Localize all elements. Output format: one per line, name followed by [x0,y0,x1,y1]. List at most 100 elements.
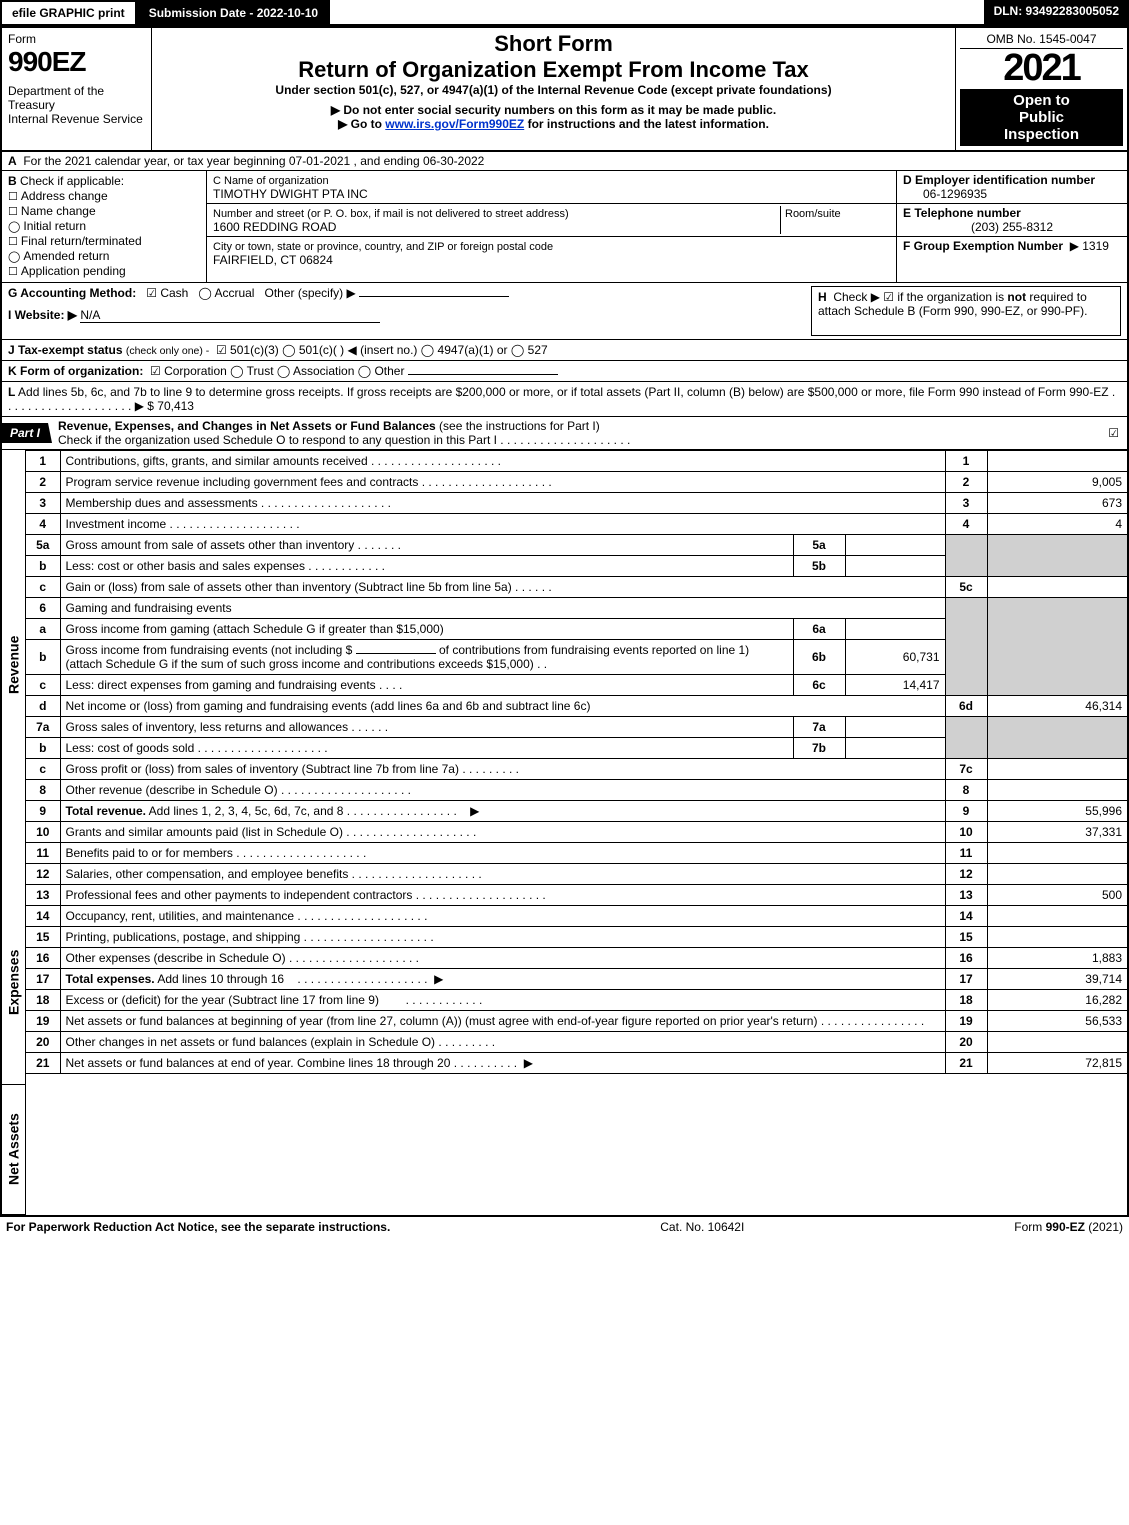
acct-accrual[interactable]: Accrual [198,286,254,300]
dots: . . . . . . . . . . . . . . . . . . . . [412,888,545,902]
revenue-section-label: Revenue [2,450,25,880]
g-label: G Accounting Method: [8,286,136,300]
l6c-mv: 14,417 [845,675,945,696]
irs-link[interactable]: www.irs.gov/Form990EZ [385,117,524,131]
l8-v [987,780,1127,801]
part1-body: Revenue Expenses Net Assets 1 Contributi… [2,450,1127,1215]
l14-no: 14 [26,906,60,927]
l6a-m: 6a [793,619,845,640]
line-6c: c Less: direct expenses from gaming and … [26,675,1127,696]
l-val: ▶ $ 70,413 [135,399,194,413]
h-text1: Check ▶ ☑ if the organization is [833,290,1007,304]
chk-application-pending[interactable]: Application pending [8,264,200,278]
l7b-desc: Less: cost of goods sold [66,741,195,755]
l5a-desc: Gross amount from sale of assets other t… [66,538,355,552]
block-b-to-f: B Check if applicable: Address change Na… [2,171,1127,283]
l12-r: 12 [945,864,987,885]
l6b-no: b [26,640,60,675]
a-label: A [8,154,17,168]
row-j: J Tax-exempt status (check only one) - ☑… [2,340,1127,361]
l5b-m: 5b [793,556,845,577]
c-name-label: C Name of organization [213,175,329,187]
l21-no: 21 [26,1053,60,1074]
l19-desc: Net assets or fund balances at beginning… [66,1014,818,1028]
dots: . . . . . . . . . . . . . . . . . . . . [418,475,551,489]
l17-r: 17 [945,969,987,990]
dln-label: DLN: 93492283005052 [984,0,1129,26]
line-7b: b Less: cost of goods sold . . . . . . .… [26,738,1127,759]
l21-v: 72,815 [987,1053,1127,1074]
l3-desc: Membership dues and assessments [66,496,258,510]
l3-v: 673 [987,493,1127,514]
room-label: Room/suite [785,208,841,220]
main-title: Return of Organization Exempt From Incom… [160,57,947,83]
chk-name-change[interactable]: Name change [8,204,200,218]
l6b-mv: 60,731 [845,640,945,675]
page-footer: For Paperwork Reduction Act Notice, see … [0,1217,1129,1237]
l6b-m: 6b [793,640,845,675]
line-14: 14 Occupancy, rent, utilities, and maint… [26,906,1127,927]
part1-checkbox[interactable]: ☑ [1100,424,1127,442]
line-10: 10 Grants and similar amounts paid (list… [26,822,1127,843]
k-opts: ☑ Corporation ◯ Trust ◯ Association ◯ Ot… [150,364,404,378]
dots: . . . . . . . . . . . . . . . . . . . . [166,517,299,531]
acct-other[interactable]: Other (specify) ▶ [264,286,355,300]
l21-r: 21 [945,1053,987,1074]
l21-desc: Net assets or fund balances at end of ye… [66,1056,451,1070]
l18-no: 18 [26,990,60,1011]
j-label: J Tax-exempt status [8,343,123,357]
line-18: 18 Excess or (deficit) for the year (Sub… [26,990,1127,1011]
part1-dots: . . . . . . . . . . . . . . . . . . . . [500,433,630,447]
street-label: Number and street (or P. O. box, if mail… [213,208,569,220]
l13-r: 13 [945,885,987,906]
short-form-title: Short Form [160,31,947,57]
line-6: 6 Gaming and fundraising events [26,598,1127,619]
l5c-v [987,577,1127,598]
l19-r: 19 [945,1011,987,1032]
l18-r: 18 [945,990,987,1011]
h-label: H [818,290,827,304]
footer-right-bold: 990-EZ [1046,1220,1085,1234]
dots: . . . . . . . . . . . . . . . . . . . . [258,496,391,510]
l9-r: 9 [945,801,987,822]
l7c-v [987,759,1127,780]
line-5c: c Gain or (loss) from sale of assets oth… [26,577,1127,598]
netassets-section-label: Net Assets [2,1085,25,1215]
chk-initial-return[interactable]: Initial return [8,219,200,233]
f-label: F Group Exemption Number [903,239,1063,253]
l17-arrow: ▶ [434,972,443,986]
l10-no: 10 [26,822,60,843]
chk-amended-return[interactable]: Amended return [8,249,200,263]
l15-desc: Printing, publications, postage, and shi… [66,930,301,944]
l7c-r: 7c [945,759,987,780]
efile-print-button[interactable]: efile GRAPHIC print [0,0,137,26]
line-1: 1 Contributions, gifts, grants, and simi… [26,451,1127,472]
acct-cash[interactable]: Cash [146,286,188,300]
line-15: 15 Printing, publications, postage, and … [26,927,1127,948]
form-word: Form [8,32,145,46]
line-4: 4 Investment income . . . . . . . . . . … [26,514,1127,535]
l13-v: 500 [987,885,1127,906]
l11-r: 11 [945,843,987,864]
l6d-v: 46,314 [987,696,1127,717]
l9-no: 9 [26,801,60,822]
dots: . . . . . . . . . . . . . . . . . . . . [194,741,327,755]
dots: . . . . . . . . . . . . . . . . . . . . [368,454,501,468]
chk-final-return[interactable]: Final return/terminated [8,234,200,248]
l14-r: 14 [945,906,987,927]
submission-date-button[interactable]: Submission Date - 2022-10-10 [137,0,330,26]
dept-label: Department of the Treasury Internal Reve… [8,84,145,126]
l5b-no: b [26,556,60,577]
line-17: 17 Total expenses. Add lines 10 through … [26,969,1127,990]
l17-v: 39,714 [987,969,1127,990]
l19-no: 19 [26,1011,60,1032]
l4-no: 4 [26,514,60,535]
l5b-desc: Less: cost or other basis and sales expe… [66,559,305,573]
line-20: 20 Other changes in net assets or fund b… [26,1032,1127,1053]
chk-address-change[interactable]: Address change [8,189,200,203]
ein-value: 06-1296935 [923,187,987,201]
l13-desc: Professional fees and other payments to … [66,888,413,902]
part1-tab: Part I [2,423,52,443]
l20-r: 20 [945,1032,987,1053]
l10-v: 37,331 [987,822,1127,843]
